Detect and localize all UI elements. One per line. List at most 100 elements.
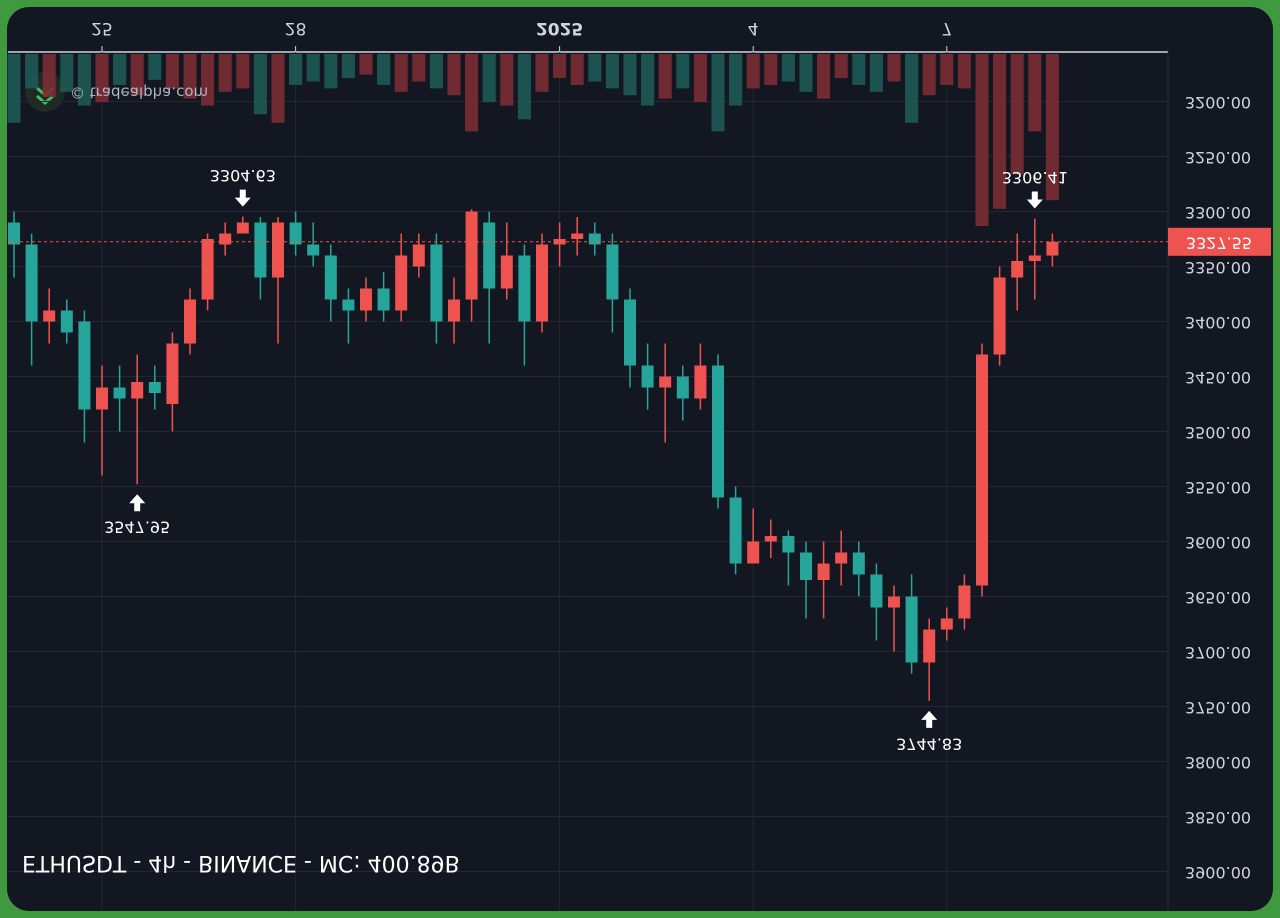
y-tick-label: 3500.00 — [1185, 423, 1251, 442]
candle-body — [448, 299, 460, 322]
candle-body — [976, 354, 988, 586]
annotation-arrow — [234, 189, 251, 207]
volume-bar — [289, 54, 303, 85]
y-tick-label: 3300.00 — [1185, 203, 1251, 222]
volume-bar — [500, 54, 514, 106]
volume-bar — [148, 54, 162, 80]
y-tick-label: 3850.00 — [1185, 808, 1251, 827]
last-price-label: 3327.55 — [1186, 233, 1252, 252]
candle-body — [536, 244, 548, 322]
candle-body — [60, 310, 73, 333]
candle-body — [571, 233, 584, 239]
annotation-label: 3306.41 — [1002, 168, 1068, 187]
last-price-box — [1168, 227, 1271, 256]
volume-bar — [482, 54, 496, 103]
candle-body — [1011, 261, 1024, 278]
candle-body — [184, 299, 196, 344]
volume-bar — [993, 54, 1007, 209]
volume-bar — [940, 54, 954, 85]
volume-bar — [113, 54, 127, 85]
volume-bar — [746, 54, 760, 89]
volume-bar — [271, 54, 285, 123]
candle-body — [518, 255, 531, 322]
candle-body — [800, 552, 812, 580]
candle-body — [483, 222, 496, 289]
candle-body — [923, 629, 936, 663]
candle-body — [888, 596, 900, 608]
volume-bar — [553, 54, 567, 79]
volume-bar — [658, 54, 672, 99]
candle-body — [113, 387, 126, 399]
volume-bar — [359, 54, 373, 75]
y-tick-label: 3700.00 — [1185, 643, 1251, 662]
candle-body — [905, 596, 918, 663]
volume-bar — [42, 54, 56, 97]
volume-bar — [764, 54, 778, 85]
volume-bar — [1010, 54, 1024, 175]
candle-body — [993, 277, 1006, 355]
volume-bar — [887, 54, 901, 82]
watermark: © tradealpha.com — [70, 84, 208, 102]
candle-body — [694, 365, 707, 399]
volume-bar — [605, 54, 619, 89]
candle-body — [8, 222, 20, 245]
volume-bar — [975, 54, 989, 226]
volume-bar — [922, 54, 936, 96]
candle-body — [852, 552, 865, 575]
candle-body — [377, 288, 390, 311]
candle-body — [25, 244, 38, 322]
annotation-label: 3744.83 — [896, 734, 962, 753]
volume-bar — [60, 54, 74, 92]
volume-bar — [799, 54, 813, 92]
y-tick-label: 3550.00 — [1185, 478, 1251, 497]
volume-bar — [641, 54, 655, 106]
candle-body — [254, 222, 267, 278]
x-tick-label: 25 — [91, 18, 113, 38]
volume-bar — [218, 54, 232, 92]
annotation-arrow — [1026, 191, 1043, 209]
volume-bar — [693, 54, 707, 103]
x-tick-label: 28 — [285, 18, 307, 38]
candle-body — [588, 233, 601, 245]
candle-body — [201, 239, 214, 300]
candle-body — [747, 541, 760, 564]
volume-bar — [377, 54, 391, 85]
candle-body — [782, 536, 795, 553]
chart-background — [7, 7, 1273, 911]
candle-body — [500, 255, 513, 289]
volume-bar — [1028, 54, 1042, 132]
candle-body — [817, 563, 830, 580]
candle-body — [1046, 241, 1059, 256]
volume-bar — [236, 54, 250, 89]
candle-body — [395, 255, 408, 311]
volume-bar — [570, 54, 584, 85]
candle-body — [465, 211, 478, 300]
x-tick-label: 7 — [941, 18, 952, 38]
candle-body — [131, 382, 144, 399]
candle-body — [624, 299, 636, 366]
annotation-label: 3547.95 — [104, 518, 170, 537]
candle-body — [940, 618, 953, 630]
candle-body — [729, 497, 742, 564]
candle-body — [835, 552, 848, 564]
candle-body — [712, 365, 724, 498]
candle-body — [96, 387, 108, 410]
annotation-arrow — [921, 710, 938, 728]
volume-bar — [852, 54, 866, 85]
volume-bar — [957, 54, 971, 89]
volume-bar — [517, 54, 531, 120]
y-tick-label: 3250.00 — [1185, 148, 1251, 167]
candle-body — [676, 376, 689, 399]
candle-body — [430, 244, 443, 322]
candle-body — [870, 574, 883, 608]
volume-bar — [77, 54, 91, 106]
volume-bar — [834, 54, 848, 79]
volume-bar — [130, 54, 144, 96]
x-tick-label: 2025 — [536, 18, 583, 38]
volume-bar — [201, 54, 215, 106]
candle-body — [148, 382, 161, 393]
volume-bar — [588, 54, 602, 82]
y-tick-label: 3400.00 — [1185, 313, 1251, 332]
volume-bar — [447, 54, 461, 96]
